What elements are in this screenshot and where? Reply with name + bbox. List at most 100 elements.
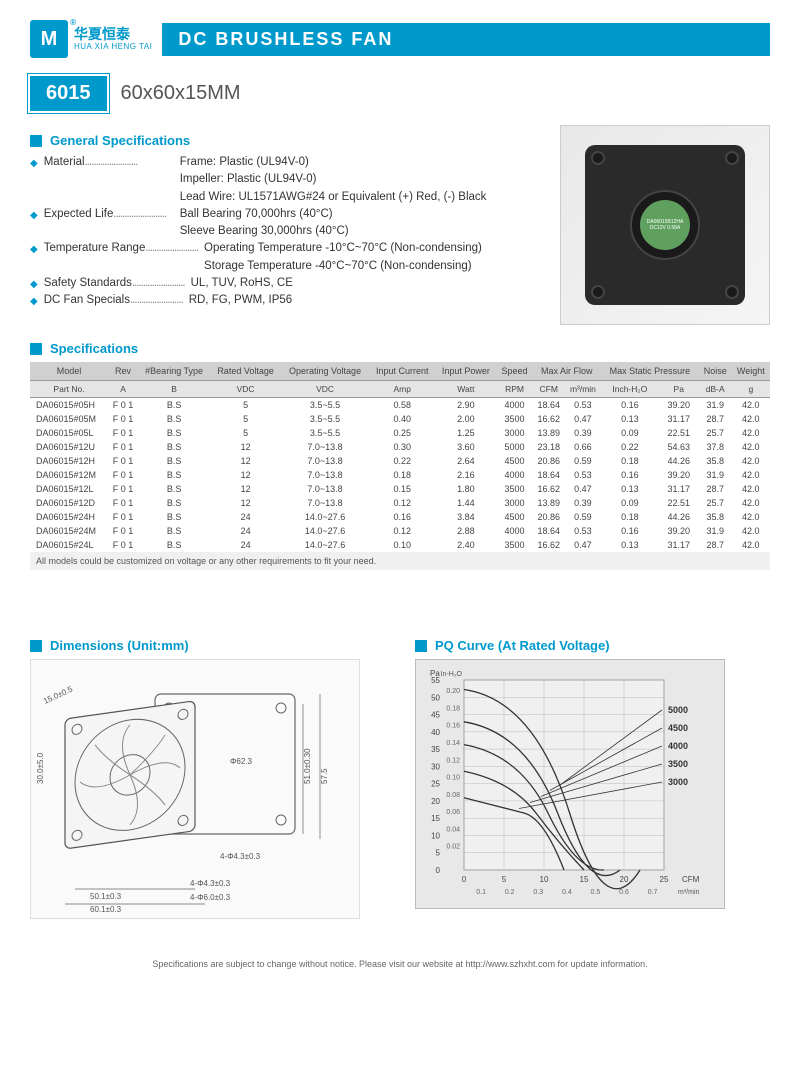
table-cell: 22.51 — [659, 496, 699, 510]
table-cell: 7.0~13.8 — [281, 440, 369, 454]
svg-text:0.06: 0.06 — [446, 809, 460, 816]
table-cell: 44.26 — [659, 454, 699, 468]
table-cell: 0.18 — [601, 510, 659, 524]
table-cell: 7.0~13.8 — [281, 482, 369, 496]
spec-values: RD, FG, PWM, IP56 — [189, 292, 540, 309]
svg-text:20: 20 — [431, 797, 440, 806]
product-image: DA06015B12HA DC12V 0.58A — [560, 125, 770, 325]
table-cell: 0.18 — [601, 454, 659, 468]
svg-text:4000: 4000 — [668, 741, 688, 751]
table-cell: 42.0 — [732, 426, 770, 440]
table-cell: 0.66 — [565, 440, 601, 454]
svg-text:30: 30 — [431, 762, 440, 771]
logo-letter: M — [41, 28, 58, 51]
svg-text:5: 5 — [436, 849, 441, 858]
svg-text:Φ62.3: Φ62.3 — [230, 757, 253, 766]
table-cell: 42.0 — [732, 454, 770, 468]
table-cell: B.S — [138, 398, 210, 413]
table-cell: DA06015#12U — [30, 440, 108, 454]
section-title-dims: Dimensions (Unit:mm) — [50, 638, 189, 653]
table-cell: 39.20 — [659, 524, 699, 538]
table-header: Speed — [496, 362, 532, 381]
table-cell: 0.10 — [369, 538, 435, 552]
table-cell: 3.5~5.5 — [281, 398, 369, 413]
svg-text:In-H₂O: In-H₂O — [441, 671, 463, 678]
table-cell: 42.0 — [732, 398, 770, 413]
table-row: DA06015#12HF 0 1B.S127.0~13.80.222.64450… — [30, 454, 770, 468]
table-cell: 31.9 — [699, 524, 732, 538]
pq-chart: 55504540353025201510500.200.180.160.140.… — [415, 659, 725, 909]
bullet-icon: ◆ — [30, 156, 38, 171]
table-cell: 0.47 — [565, 412, 601, 426]
table-header: Rated Voltage — [210, 362, 281, 381]
spec-values: Ball Bearing 70,000hrs (40°C)Sleeve Bear… — [180, 206, 540, 241]
table-cell: 5 — [210, 398, 281, 413]
table-cell: 0.39 — [565, 496, 601, 510]
svg-text:0.12: 0.12 — [446, 757, 460, 764]
table-cell: DA06015#24H — [30, 510, 108, 524]
table-cell: 2.16 — [435, 468, 496, 482]
svg-text:20: 20 — [620, 875, 629, 884]
table-cell: 0.16 — [601, 398, 659, 413]
table-cell: 0.09 — [601, 426, 659, 440]
table-cell: 3.84 — [435, 510, 496, 524]
table-cell: 0.53 — [565, 524, 601, 538]
table-cell: F 0 1 — [108, 538, 138, 552]
table-header: Max Static Pressure — [601, 362, 699, 381]
table-cell: 3500 — [496, 412, 532, 426]
table-cell: 4000 — [496, 398, 532, 413]
svg-text:Pa: Pa — [430, 669, 440, 678]
table-cell: F 0 1 — [108, 524, 138, 538]
table-cell: 0.22 — [601, 440, 659, 454]
model-dimensions: 60x60x15MM — [121, 82, 241, 105]
fan-label-rating: DC12V 0.58A — [650, 225, 681, 231]
table-cell: F 0 1 — [108, 454, 138, 468]
svg-text:40: 40 — [431, 728, 440, 737]
logo: M ® — [30, 20, 68, 58]
table-cell: 24 — [210, 524, 281, 538]
table-cell: 0.59 — [565, 454, 601, 468]
table-cell: F 0 1 — [108, 468, 138, 482]
table-cell: 31.17 — [659, 482, 699, 496]
table-cell: 42.0 — [732, 412, 770, 426]
table-cell: 0.39 — [565, 426, 601, 440]
table-header: #Bearing Type — [138, 362, 210, 381]
svg-text:50: 50 — [431, 693, 440, 702]
table-cell: DA06015#12M — [30, 468, 108, 482]
table-cell: 12 — [210, 468, 281, 482]
table-subheader: CFM — [533, 381, 565, 398]
table-cell: 3500 — [496, 538, 532, 552]
table-cell: 42.0 — [732, 496, 770, 510]
spec-label: Temperature Range — [44, 240, 198, 257]
table-row: DA06015#12DF 0 1B.S127.0~13.80.121.44300… — [30, 496, 770, 510]
table-cell: 16.62 — [533, 412, 565, 426]
table-cell: 4000 — [496, 524, 532, 538]
table-cell: F 0 1 — [108, 482, 138, 496]
table-cell: 5 — [210, 412, 281, 426]
table-cell: 7.0~13.8 — [281, 496, 369, 510]
table-cell: B.S — [138, 412, 210, 426]
spec-label: Expected Life — [44, 206, 174, 223]
footer-note: Specifications are subject to change wit… — [30, 949, 770, 969]
section-marker — [415, 640, 427, 652]
table-cell: F 0 1 — [108, 412, 138, 426]
table-cell: 5000 — [496, 440, 532, 454]
svg-text:0.5: 0.5 — [591, 889, 601, 896]
table-row: DA06015#24LF 0 1B.S2414.0~27.60.102.4035… — [30, 538, 770, 552]
table-cell: 31.17 — [659, 538, 699, 552]
svg-text:35: 35 — [431, 745, 440, 754]
table-header: Input Power — [435, 362, 496, 381]
section-marker — [30, 640, 42, 652]
svg-text:0.08: 0.08 — [446, 792, 460, 799]
svg-text:0.04: 0.04 — [446, 826, 460, 833]
dimension-drawing: 15.0±0.5 30.0±5.0 50.1±0.3 60.1±0.3 Φ62.… — [30, 659, 360, 919]
table-note: All models could be customized on voltag… — [30, 552, 770, 570]
table-subheader: Pa — [659, 381, 699, 398]
spec-row: ◆ Temperature Range Operating Temperatur… — [30, 240, 540, 275]
table-cell: 12 — [210, 454, 281, 468]
svg-text:0.4: 0.4 — [562, 889, 572, 896]
spec-row: ◆ Safety Standards UL, TUV, RoHS, CE — [30, 275, 540, 292]
brand-en: HUA XIA HENG TAI — [74, 42, 152, 51]
svg-text:0.7: 0.7 — [648, 889, 658, 896]
table-cell: 42.0 — [732, 510, 770, 524]
